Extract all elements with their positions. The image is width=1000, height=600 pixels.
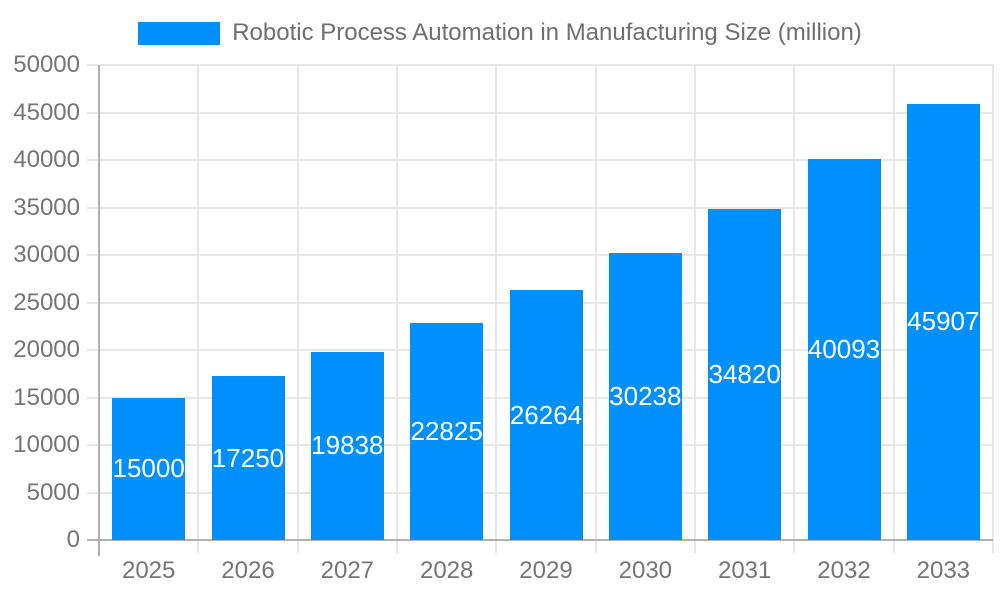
y-tick-label: 30000 (13, 241, 80, 268)
y-axis-line (98, 65, 100, 556)
x-tick-label: 2025 (121, 557, 176, 584)
y-tick-label: 50000 (13, 51, 80, 78)
y-gridline (87, 254, 993, 256)
bar-value-label: 40093 (807, 334, 881, 365)
bar[interactable]: 17250 (211, 376, 285, 540)
y-tick-label: 40000 (13, 146, 80, 173)
y-gridline (87, 159, 993, 161)
bar-value-label: 19838 (311, 430, 384, 461)
x-gridline (992, 65, 994, 553)
y-gridline (87, 64, 993, 66)
x-axis-line (87, 539, 993, 541)
bar[interactable]: 34820 (708, 209, 782, 540)
bar-value-label: 34820 (708, 359, 781, 390)
legend[interactable]: Robotic Process Automation in Manufactur… (0, 19, 1000, 47)
bar-value-label: 17250 (211, 442, 285, 473)
bar[interactable]: 19838 (310, 351, 384, 540)
bar[interactable]: 30238 (608, 252, 682, 540)
bar[interactable]: 40093 (807, 159, 881, 540)
x-tick-label: 2027 (320, 557, 375, 584)
bar-value-label: 22825 (410, 416, 483, 447)
x-tick-label: 2033 (916, 557, 971, 584)
x-tick-label: 2028 (419, 557, 474, 584)
y-tick-label: 15000 (13, 383, 80, 411)
y-tick-label: 25000 (13, 288, 80, 316)
x-tick-label: 2031 (717, 557, 772, 584)
bar-value-label: 30238 (609, 380, 682, 411)
legend-label: Robotic Process Automation in Manufactur… (232, 19, 862, 46)
x-tick-label: 2032 (817, 557, 871, 584)
y-gridline (87, 206, 993, 209)
y-tick-label: 5000 (26, 478, 80, 506)
bar[interactable]: 26264 (509, 290, 583, 540)
y-gridline (87, 111, 993, 114)
bar[interactable]: 22825 (410, 323, 484, 540)
x-tick-label: 2030 (618, 557, 673, 584)
x-gridline (495, 65, 498, 553)
bar-value-label: 45907 (907, 306, 980, 337)
bar[interactable]: 15000 (112, 397, 186, 540)
x-tick-label: 2029 (519, 557, 573, 584)
y-tick-label: 10000 (13, 431, 80, 458)
x-gridline (396, 65, 398, 553)
x-tick-label: 2026 (221, 557, 275, 584)
y-tick-label: 20000 (13, 336, 80, 363)
x-gridline (197, 65, 200, 553)
x-gridline (296, 65, 299, 553)
y-tick-label: 45000 (13, 98, 80, 126)
bar-value-label: 26264 (509, 399, 583, 430)
y-tick-label: 35000 (13, 193, 80, 221)
x-gridline (694, 65, 696, 553)
x-gridline (594, 65, 597, 553)
legend-swatch (138, 21, 221, 45)
bar-value-label: 15000 (112, 453, 185, 484)
y-tick-label: 0 (66, 526, 80, 553)
x-gridline (793, 65, 796, 553)
bar[interactable]: 45907 (906, 103, 980, 540)
x-gridline (892, 65, 895, 553)
